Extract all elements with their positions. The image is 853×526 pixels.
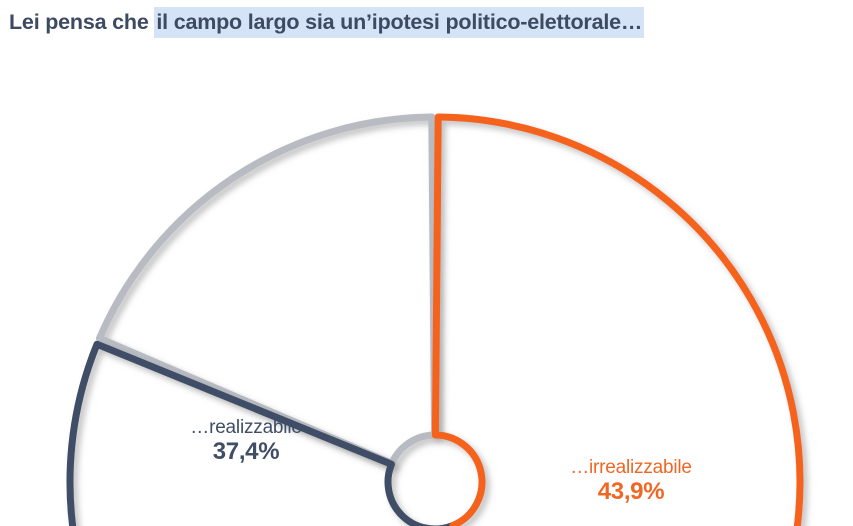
data-label-irrealizzabile: …irrealizzabile 43,9%: [541, 457, 721, 506]
pie-slice-realizzabile[interactable]: [66, 340, 569, 526]
data-label-realizzabile: …realizzabile 37,4%: [156, 417, 336, 466]
data-label-realizzabile-value: 37,4%: [212, 438, 280, 466]
data-label-realizzabile-name: …realizzabile: [190, 417, 302, 438]
data-label-irrealizzabile-name: …irrealizzabile: [570, 457, 692, 478]
donut-chart-svg: [66, 113, 804, 526]
donut-chart: …realizzabile 37,4% …irrealizzabile 43,9…: [0, 46, 853, 526]
pie-slice-irrealizzabile[interactable]: [431, 113, 804, 526]
title-plain-text: Lei pensa che: [9, 10, 155, 34]
data-label-irrealizzabile-value: 43,9%: [597, 478, 665, 506]
page-title: Lei pensa che il campo largo sia un’ipot…: [9, 4, 849, 44]
pie-slice-other[interactable]: [95, 113, 439, 467]
title-highlighted-text: il campo largo sia un’ipotesi politico-e…: [154, 7, 645, 38]
